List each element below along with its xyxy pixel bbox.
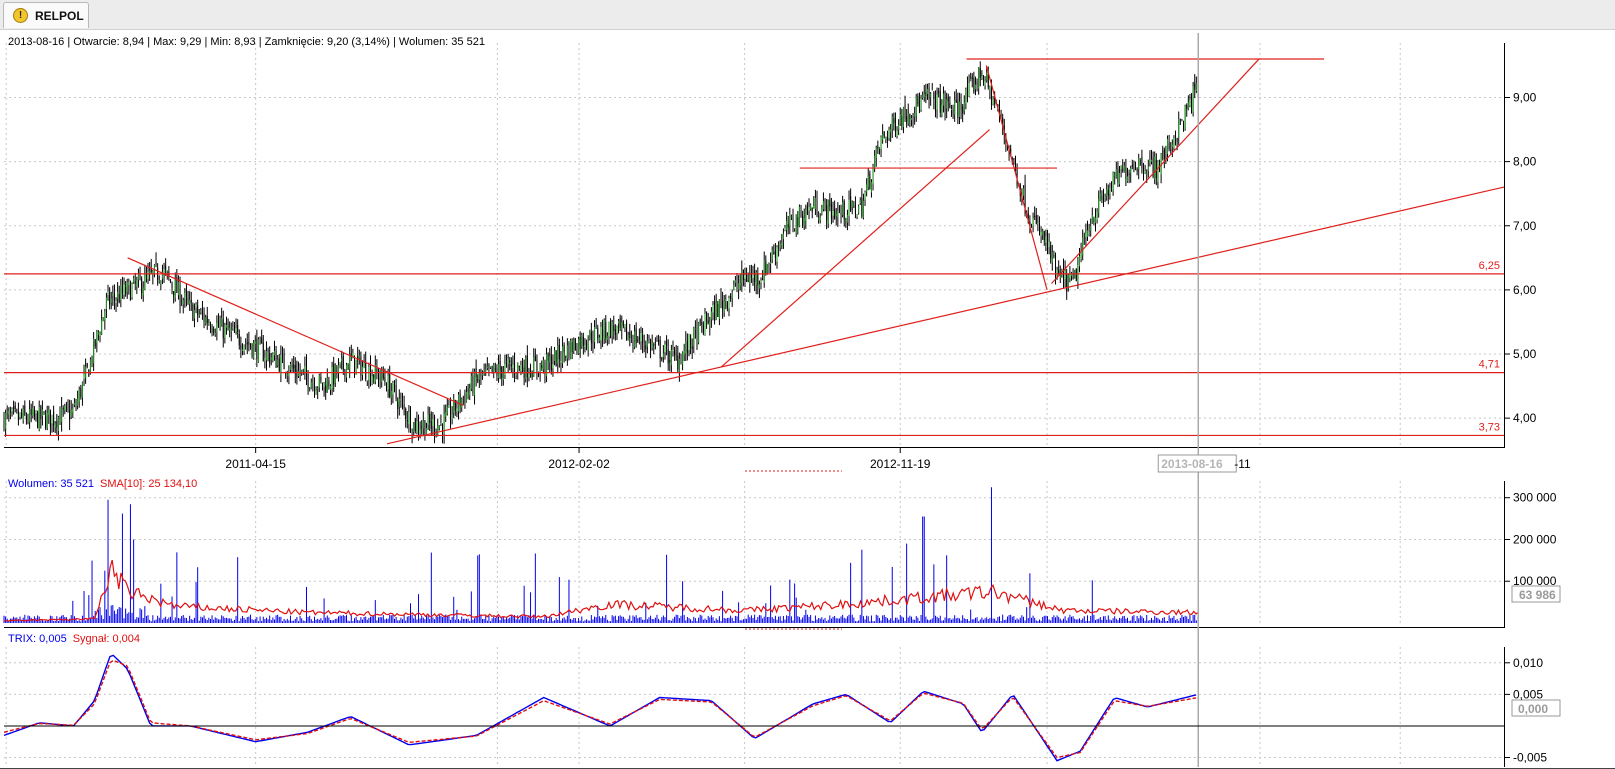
level-label-1: 4,71 <box>1479 359 1500 371</box>
trix-legend-label: TRIX: 0,005 <box>8 633 67 645</box>
trendline-1[interactable] <box>386 186 1505 445</box>
volume-ytick-label-2: 100 000 <box>1513 574 1557 588</box>
xtick-label-2: 2012-11-19 <box>870 457 931 471</box>
price-ytick-label-2: 7,00 <box>1513 219 1537 233</box>
volume-ytick-label-1: 200 000 <box>1513 532 1557 546</box>
sma-legend-label: SMA[10]: 25 134,10 <box>100 478 197 490</box>
level-label-0: 6,25 <box>1479 260 1500 272</box>
trendline-6[interactable] <box>1051 58 1260 284</box>
stock-chart[interactable]: 6,25 4,71 3,73 2013-08-16 | Otwarcie: 8,94… <box>0 29 1615 769</box>
trix-value-box <box>1511 699 1561 717</box>
ohlc-info-line: 2013-08-16 | Otwarcie: 8,94 | Max: 9,29 … <box>8 36 485 48</box>
volume-legend-label: Wolumen: 35 521 <box>8 478 94 490</box>
price-ytick-label-1: 8,00 <box>1513 155 1537 169</box>
price-ytick-label-3: 6,00 <box>1513 283 1537 297</box>
trix-ytick-label-0: 0,010 <box>1513 656 1543 670</box>
trix-pane-legend: TRIX: 0,005 Sygnał: 0,004 <box>8 633 140 645</box>
trix-value-box-label: 0,000 <box>1518 702 1548 716</box>
volume-pane-legend: Wolumen: 35 521 SMA[10]: 25 134,10 <box>8 478 197 490</box>
trix-ytick-label-2: -0,005 <box>1513 751 1547 765</box>
signal-line <box>3 659 1197 759</box>
tab-relpol[interactable]: ! RELPOL <box>3 2 89 28</box>
trix-line <box>3 654 1197 762</box>
cursor-date-box <box>1157 454 1237 473</box>
sma-line <box>3 559 1199 622</box>
tab-bar: ! RELPOL <box>0 0 1615 30</box>
cursor-date-label: 2013-08-16 <box>1161 457 1223 471</box>
trendline-5[interactable] <box>985 65 1048 291</box>
level-label-2: 3,73 <box>1479 421 1500 433</box>
tab-title: RELPOL <box>35 9 84 23</box>
trendline-2[interactable] <box>721 129 991 368</box>
volume-value-box <box>1511 585 1561 603</box>
cursor-date-tail: -11 <box>1234 457 1251 471</box>
volume-value-box-label: 63 986 <box>1519 588 1556 602</box>
price-ytick-label-5: 4,00 <box>1513 411 1537 425</box>
price-ytick-label-0: 9,00 <box>1513 91 1537 105</box>
signal-legend-label: Sygnał: 0,004 <box>73 633 140 645</box>
xtick-label-1: 2012-02-02 <box>548 457 610 471</box>
price-ytick-label-4: 5,00 <box>1513 347 1537 361</box>
xtick-label-0: 2011-04-15 <box>225 457 286 471</box>
warning-icon: ! <box>13 8 28 23</box>
volume-ytick-label-0: 300 000 <box>1513 491 1557 505</box>
trix-ytick-label-1: 0,005 <box>1513 687 1543 701</box>
trendline-0[interactable] <box>127 257 464 406</box>
